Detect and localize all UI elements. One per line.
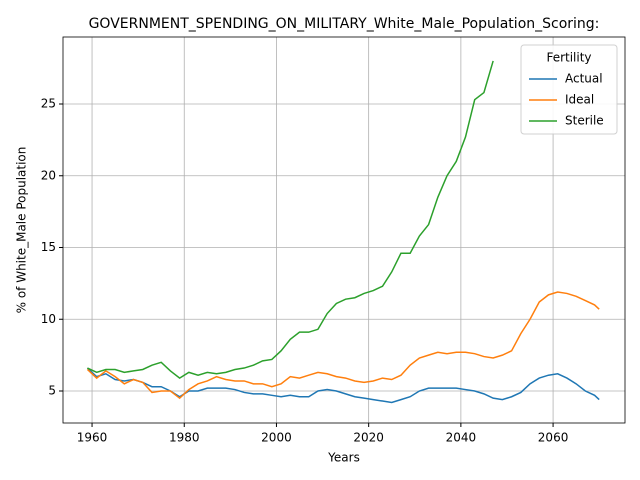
x-tick-label: 1960 [77,431,108,445]
legend-box [520,44,618,135]
y-tick-label: 15 [41,240,56,254]
y-tick-label: 20 [41,168,56,182]
x-tick-label: 2000 [261,431,292,445]
x-tick-label: 2020 [353,431,384,445]
plot-frame [62,36,626,424]
x-tick-label: 1980 [169,431,200,445]
series-line [87,60,494,379]
y-axis-label: % of White_Male Population [15,147,29,314]
y-tick-label: 25 [41,97,56,111]
x-tick-label: 2040 [446,431,477,445]
legend-label: Sterile [565,114,604,128]
y-tick-label: 5 [48,384,56,398]
x-axis-label: Years [327,451,360,465]
legend-label: Ideal [565,93,594,107]
chart-title: GOVERNMENT_SPENDING_ON_MILITARY_White_Ma… [89,16,600,32]
series-line [86,291,600,400]
legend-label: Actual [565,72,603,86]
x-tick-label: 2060 [538,431,569,445]
legend-title: Fertility [546,51,591,65]
y-tick-label: 10 [41,312,56,326]
